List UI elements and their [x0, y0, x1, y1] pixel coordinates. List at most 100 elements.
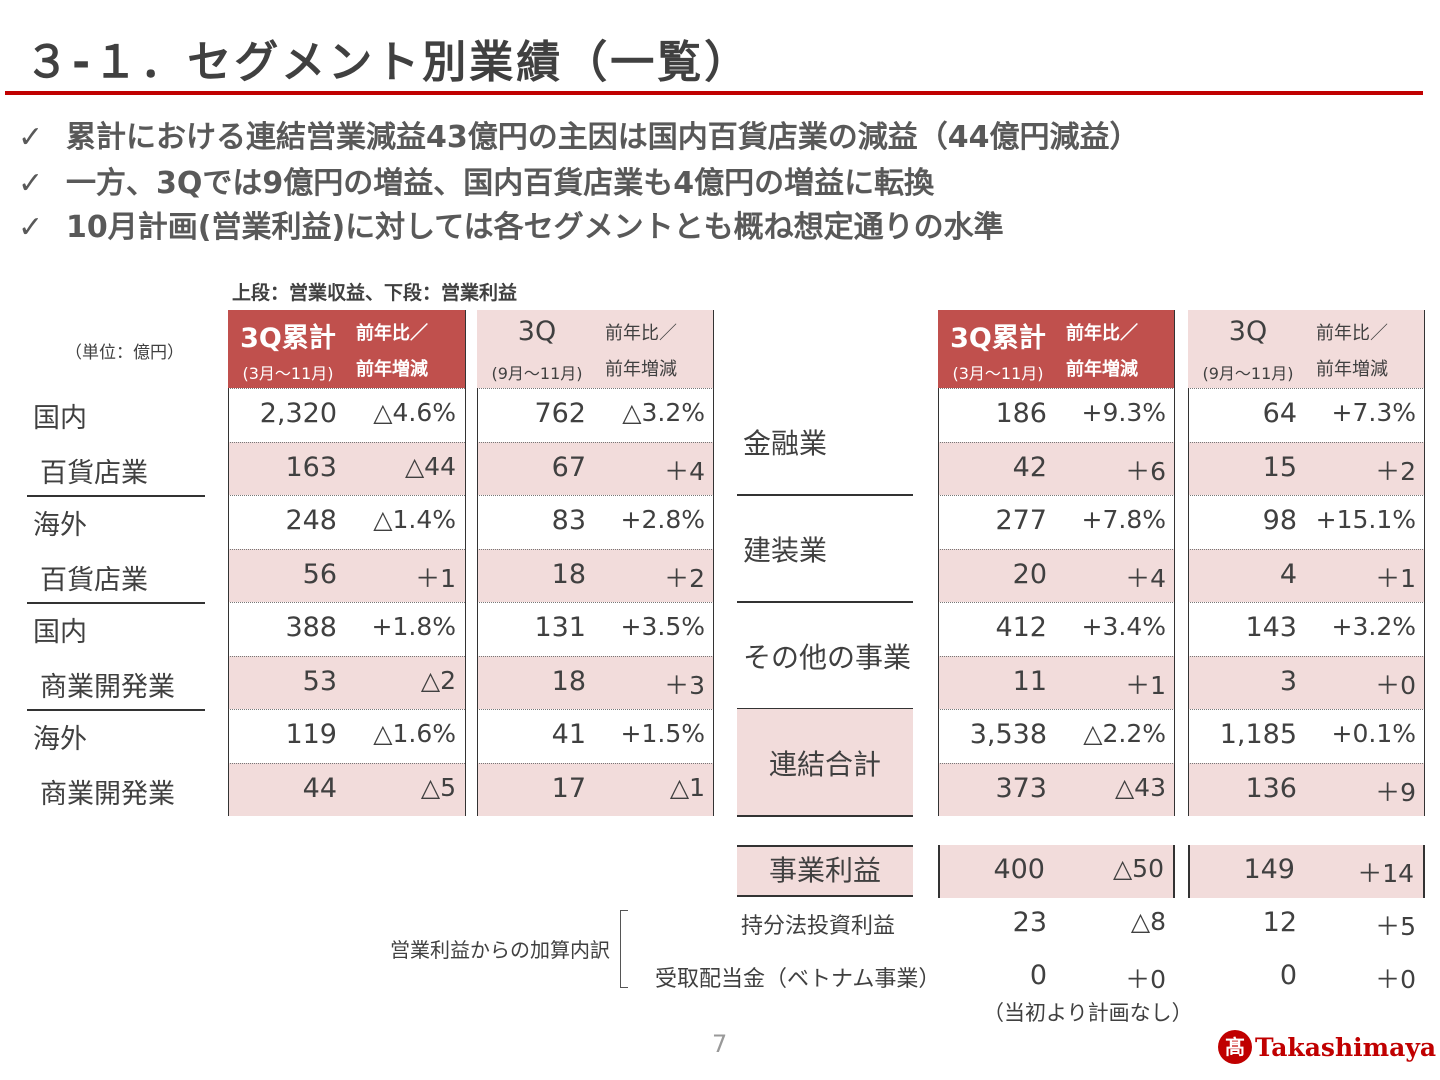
divider	[228, 388, 229, 816]
dividend-row: 0 ＋0	[938, 951, 1175, 1004]
quarter-row: 41 +1.5%	[477, 709, 714, 762]
cumulative-row: 42 ＋6	[938, 441, 1175, 495]
quarter-row: 131 +3.5%	[477, 602, 714, 655]
quarter-row: 17 △1	[477, 762, 714, 816]
change: ＋0	[1375, 670, 1416, 700]
header-period: (9月～11月)	[1202, 364, 1294, 383]
value: 149	[1243, 854, 1295, 885]
check-icon: ✓	[18, 210, 44, 245]
value: 4	[1279, 558, 1297, 590]
header-period: (3月～11月)	[242, 364, 334, 383]
page-title: ３-１．セグメント別業績（一覧）	[25, 37, 752, 88]
bullet-text: 一方、3Qでは9億円の増益、国内百貨店業も4億円の増益に転換	[66, 166, 935, 201]
change: +2.8%	[620, 505, 705, 534]
logo-mark-icon: 髙	[1218, 1030, 1252, 1064]
change: ＋4	[664, 456, 705, 486]
header-change-2: 前年増減	[1316, 359, 1388, 380]
separator	[27, 602, 205, 604]
segment-label: 海外	[33, 510, 87, 541]
change: ＋1	[1125, 670, 1166, 700]
quarter-row: 3 ＋0	[1188, 655, 1425, 709]
segment-label: 国内	[33, 617, 87, 648]
segment-sublabel: 百貨店業	[40, 457, 148, 489]
header-period: (9月～11月)	[491, 364, 583, 383]
bracket	[620, 910, 628, 988]
change: +3.4%	[1081, 612, 1166, 641]
header-cumulative: 3Q累計 (3月～11月) 前年比／ 前年増減	[938, 310, 1175, 388]
segment-label: 連結合計	[737, 709, 913, 816]
quarter-row: 83 +2.8%	[477, 495, 714, 548]
header-change-2: 前年増減	[605, 359, 677, 380]
dividend-row: 0 ＋0	[1188, 951, 1425, 1004]
header-change: 前年比／ 前年増減	[356, 316, 456, 388]
change: △44	[404, 451, 456, 481]
change: +1.8%	[371, 612, 456, 641]
change: ＋4	[1125, 563, 1166, 593]
check-icon: ✓	[18, 166, 44, 201]
cumulative-row: 119 △1.6%	[228, 709, 465, 762]
value: 762	[534, 398, 586, 429]
change: ＋2	[664, 563, 705, 593]
change: +0.1%	[1331, 719, 1416, 748]
cumulative-row: 53 △2	[228, 655, 465, 709]
cumulative-row: 11 ＋1	[938, 655, 1175, 709]
header-title: 3Q	[517, 316, 557, 347]
segment-label: 国内	[33, 403, 87, 434]
value: 42	[1012, 451, 1047, 483]
change: +3.5%	[620, 612, 705, 641]
bullet-text: 累計における連結営業減益43億円の主因は国内百貨店業の減益（44億円減益）	[66, 120, 1140, 155]
change: △1.4%	[373, 505, 456, 534]
value: 67	[551, 451, 586, 483]
change: +3.2%	[1331, 612, 1416, 641]
cumulative-row: 3,538 △2.2%	[938, 709, 1175, 762]
value: 41	[551, 719, 586, 750]
equity-label: 持分法投資利益	[740, 914, 895, 939]
separator	[27, 709, 205, 711]
equity-row: 12 ＋5	[1188, 898, 1425, 951]
quarter-row: 143 +3.2%	[1188, 602, 1425, 655]
change: +7.8%	[1081, 505, 1166, 534]
dividend-note: （当初より計画なし）	[983, 1001, 1193, 1025]
header-quarter: 3Q (9月～11月) 前年比／ 前年増減	[477, 310, 714, 388]
dividend-label: 受取配当金（ベトナム事業）	[655, 967, 941, 992]
header-title: 3Q累計	[950, 323, 1046, 354]
header-change-1: 前年比／	[356, 323, 428, 344]
value: 388	[285, 612, 337, 643]
header-change: 前年比／ 前年増減	[605, 316, 705, 388]
segment-sublabel: 商業開発業	[40, 671, 175, 703]
quarter-row: 18 ＋3	[477, 655, 714, 709]
change: △1	[669, 772, 705, 802]
value: 11	[1012, 665, 1047, 697]
change: ＋1	[1375, 563, 1416, 593]
divider	[1174, 310, 1175, 816]
change: ＋5	[1375, 912, 1416, 941]
header-title: 3Q累計	[240, 323, 336, 354]
header-change-2: 前年増減	[356, 359, 428, 380]
header-change-2: 前年増減	[1066, 359, 1138, 380]
value: 0	[1279, 960, 1297, 991]
change: +15.1%	[1315, 505, 1416, 534]
segment-label: その他の事業	[743, 640, 912, 674]
value: 83	[551, 505, 586, 536]
change: ＋3	[664, 670, 705, 700]
value: 23	[1012, 907, 1047, 938]
change: △4.6%	[373, 398, 456, 427]
check-icon: ✓	[18, 120, 44, 155]
cumulative-row: 248 △1.4%	[228, 495, 465, 548]
change: ＋14	[1357, 859, 1414, 888]
value: 163	[285, 451, 337, 483]
cumulative-row: 44 △5	[228, 762, 465, 816]
quarter-row: 18 ＋2	[477, 548, 714, 602]
value: 18	[551, 665, 586, 697]
change: ＋1	[415, 563, 456, 593]
quarter-row: 762 △3.2%	[477, 388, 714, 441]
change: △50	[1112, 854, 1164, 883]
value: 20	[1012, 558, 1047, 590]
value: 143	[1245, 612, 1297, 643]
change: △43	[1114, 772, 1166, 802]
cumulative-row: 277 +7.8%	[938, 495, 1175, 548]
unit-label: （単位：億円）	[65, 343, 184, 363]
header-change: 前年比／ 前年増減	[1316, 316, 1416, 388]
business-profit-row: 149 ＋14	[1188, 845, 1425, 898]
header-change-1: 前年比／	[1066, 323, 1138, 344]
